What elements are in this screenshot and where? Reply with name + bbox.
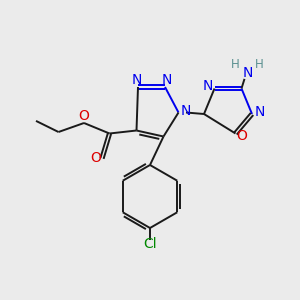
Text: Cl: Cl [143,238,157,251]
Text: N: N [131,74,142,87]
Text: H: H [255,58,264,71]
Text: O: O [237,129,248,143]
Text: O: O [90,152,101,165]
Text: H: H [231,58,240,71]
Text: N: N [203,79,213,93]
Text: N: N [242,66,253,80]
Text: O: O [79,110,89,123]
Text: N: N [161,74,172,87]
Text: N: N [254,105,265,118]
Text: N: N [181,104,191,118]
